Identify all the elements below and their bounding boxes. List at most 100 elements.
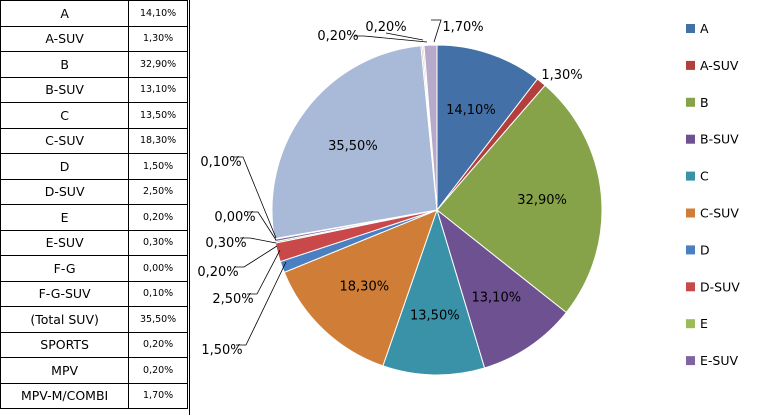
leader-line xyxy=(240,237,277,244)
table-cell-value: 1,50% xyxy=(128,153,188,180)
legend-swatch xyxy=(686,282,695,292)
pie-slice xyxy=(436,44,539,212)
pie-slice xyxy=(423,44,438,211)
table-cell-category: SPORTS xyxy=(0,331,130,358)
table-cell-value: 0,10% xyxy=(128,280,188,307)
table-cell-value: 2,50% xyxy=(128,178,188,205)
slice-data-label: 2,50% xyxy=(212,292,253,307)
pie-slice xyxy=(271,45,438,240)
legend-swatch xyxy=(686,245,695,255)
pie-slice xyxy=(436,208,567,369)
legend-swatch xyxy=(686,171,695,181)
pie-slice xyxy=(283,209,438,367)
legend-label: A-SUV xyxy=(700,58,739,73)
table-cell-category: MPV xyxy=(0,357,130,384)
slice-data-label: 32,90% xyxy=(517,193,567,208)
table-row: D-SUV 2,50% xyxy=(0,178,188,205)
slice-data-label: 0,00% xyxy=(214,210,255,225)
slice-data-label: 14,10% xyxy=(446,103,496,118)
legend-label: C xyxy=(700,169,709,184)
table-row: A-SUV 1,30% xyxy=(0,25,188,52)
table-cell-category: C-SUV xyxy=(0,127,130,154)
legend-swatch xyxy=(686,356,695,366)
table-cell-category: C xyxy=(0,102,130,129)
table-cell-category: E xyxy=(0,204,130,231)
table-cell-value: 13,10% xyxy=(128,76,188,103)
table-row: SPORTS 0,20% xyxy=(0,331,188,358)
legend-label: B-SUV xyxy=(700,132,739,147)
data-table-body: A 14,10% A-SUV 1,30% B 32,90% B-SUV 13,10% C 13,5… xyxy=(0,0,188,409)
table-cell-category: E-SUV xyxy=(0,229,130,256)
table-row: B 32,90% xyxy=(0,51,188,78)
slice-data-label: 13,10% xyxy=(472,290,522,305)
legend-label: E xyxy=(700,316,708,331)
pie-slice xyxy=(382,208,486,376)
legend-label: E-SUV xyxy=(700,353,738,368)
table-cell-category: D-SUV xyxy=(0,178,130,205)
legend-swatch xyxy=(686,208,695,218)
table-row: E 0,20% xyxy=(0,204,188,231)
table-row: B-SUV 13,10% xyxy=(0,76,188,103)
table-cell-category: (Total SUV) xyxy=(0,306,130,333)
table-cell-category: MPV-M/COMBI xyxy=(0,382,130,409)
legend-swatch xyxy=(686,60,695,70)
legend-label: B xyxy=(700,95,709,110)
table-cell-value: 14,10% xyxy=(128,0,188,27)
leader-line xyxy=(431,19,442,43)
leader-line xyxy=(234,245,278,268)
table-row: E-SUV 0,30% xyxy=(0,229,188,256)
table-cell-value: 32,90% xyxy=(128,51,188,78)
pie-slices xyxy=(271,44,603,376)
slice-data-label: 1,70% xyxy=(442,20,483,35)
legend-swatch xyxy=(686,97,695,107)
slice-data-label: 0,20% xyxy=(197,265,238,280)
slice-data-label: 1,30% xyxy=(541,68,582,83)
table-cell-category: B xyxy=(0,51,130,78)
leader-line xyxy=(354,35,428,43)
table-row: C 13,50% xyxy=(0,102,188,129)
legend-label: D xyxy=(700,242,710,257)
legend-label: C-SUV xyxy=(700,206,739,221)
slice-data-label: 1,50% xyxy=(201,343,242,358)
legend-label: D-SUV xyxy=(700,279,740,294)
legend-swatch xyxy=(686,24,695,33)
leader-line xyxy=(233,156,277,239)
table-row: D 1,50% xyxy=(0,153,188,180)
table-row: C-SUV 18,30% xyxy=(0,127,188,154)
table-cell-value: 13,50% xyxy=(128,102,188,129)
legend-swatch xyxy=(686,134,695,144)
table-cell-value: 18,30% xyxy=(128,127,188,154)
table-row: MPV 0,20% xyxy=(0,357,188,384)
slice-data-label: 0,20% xyxy=(365,20,406,35)
table-cell-category: A-SUV xyxy=(0,25,130,52)
legend: A A-SUV B B-SUV C C-SUV D D-SUV E E-SUV xyxy=(686,21,740,368)
table-cell-value: 0,20% xyxy=(128,357,188,384)
table-row: F-G 0,00% xyxy=(0,255,188,282)
leader-line xyxy=(236,261,287,346)
slice-data-label: 35,50% xyxy=(328,139,378,154)
slice-data-label: 0,10% xyxy=(200,155,241,170)
table-cell-value: 0,00% xyxy=(128,255,188,282)
table-row: MPV-M/COMBI 1,70% xyxy=(0,382,188,409)
slice-data-label: 13,50% xyxy=(410,309,460,324)
leader-line xyxy=(248,211,277,241)
table-cell-category: B-SUV xyxy=(0,76,130,103)
pie-slice xyxy=(436,84,603,314)
data-table: A 14,10% A-SUV 1,30% B 32,90% B-SUV 13,10% C 13,5… xyxy=(0,0,188,409)
table-cell-category: F-G-SUV xyxy=(0,280,130,307)
slice-data-label: 18,30% xyxy=(340,280,390,295)
legend-swatch xyxy=(686,319,695,329)
slice-data-label: 0,20% xyxy=(317,29,358,44)
pie-chart: 14,10% 1,30% 32,90% 13,10% 13,50% 18,30% 1,50%… xyxy=(189,0,740,415)
table-cell-value: 35,50% xyxy=(128,306,188,333)
slice-data-label: 0,30% xyxy=(205,236,246,251)
legend-label: A xyxy=(700,21,709,36)
table-cell-category: D xyxy=(0,153,130,180)
leader-line xyxy=(385,32,424,41)
table-row: A 14,10% xyxy=(0,0,188,27)
table-cell-category: F-G xyxy=(0,255,130,282)
data-labels: 14,10% 1,30% 32,90% 13,10% 13,50% 18,30% 1,50%… xyxy=(197,20,582,358)
table-cell-category: A xyxy=(0,0,130,27)
table-cell-value: 1,70% xyxy=(128,382,188,409)
leader-lines xyxy=(233,19,442,346)
